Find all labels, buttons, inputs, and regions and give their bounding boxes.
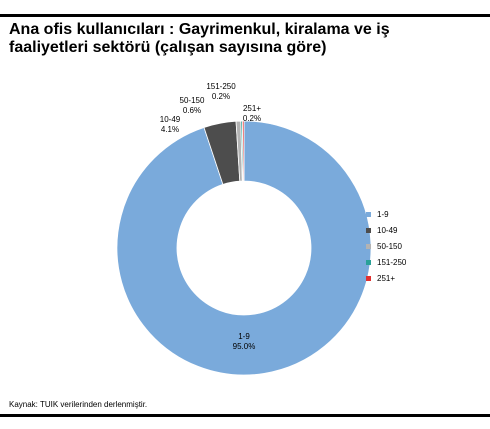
legend-label: 251+ <box>377 273 396 283</box>
legend-label: 10-49 <box>377 225 398 235</box>
data-label-value-1-9: 95.0% <box>233 342 256 351</box>
legend-swatch <box>366 243 371 249</box>
data-label-value-50-150: 0.6% <box>183 106 201 115</box>
legend-item-50-150: 50-150 <box>366 238 406 254</box>
chart-title: Ana ofis kullanıcıları : Gayrimenkul, ki… <box>9 21 479 57</box>
source-note: Kaynak: TUIK verilerinden derlenmiştir. <box>9 400 148 409</box>
legend-item-10-49: 10-49 <box>366 222 406 238</box>
data-label-value-151-250: 0.2% <box>212 92 230 101</box>
legend-swatch <box>366 211 371 217</box>
data-label-category-251+: 251+ <box>243 104 261 113</box>
legend-item-251+: 251+ <box>366 270 406 286</box>
slice-1-9 <box>116 120 372 376</box>
chart-title-line-1: Ana ofis kullanıcıları : Gayrimenkul, ki… <box>9 21 390 38</box>
legend-item-151-250: 151-250 <box>366 254 406 270</box>
data-label-value-251+: 0.2% <box>243 114 261 123</box>
data-label-category-151-250: 151-250 <box>206 82 236 91</box>
legend-swatch <box>366 227 371 233</box>
legend-swatch <box>366 259 371 265</box>
legend-item-1-9: 1-9 <box>366 206 406 222</box>
slice-251+ <box>242 120 245 182</box>
bottom-rule <box>0 414 490 417</box>
legend-label: 151-250 <box>377 257 407 267</box>
chart-title-line-2: faaliyetleri sektörü (çalışan sayısına g… <box>9 39 327 56</box>
legend-swatch <box>366 275 371 281</box>
data-label-category-10-49: 10-49 <box>160 115 181 124</box>
chart-legend: 1-9 10-49 50-150 151-250 251+ <box>366 206 406 286</box>
data-label-value-10-49: 4.1% <box>161 125 179 134</box>
data-label-category-1-9: 1-9 <box>238 332 250 341</box>
top-rule <box>0 14 490 17</box>
legend-label: 1-9 <box>377 209 389 219</box>
legend-label: 50-150 <box>377 241 402 251</box>
data-label-category-50-150: 50-150 <box>180 96 205 105</box>
